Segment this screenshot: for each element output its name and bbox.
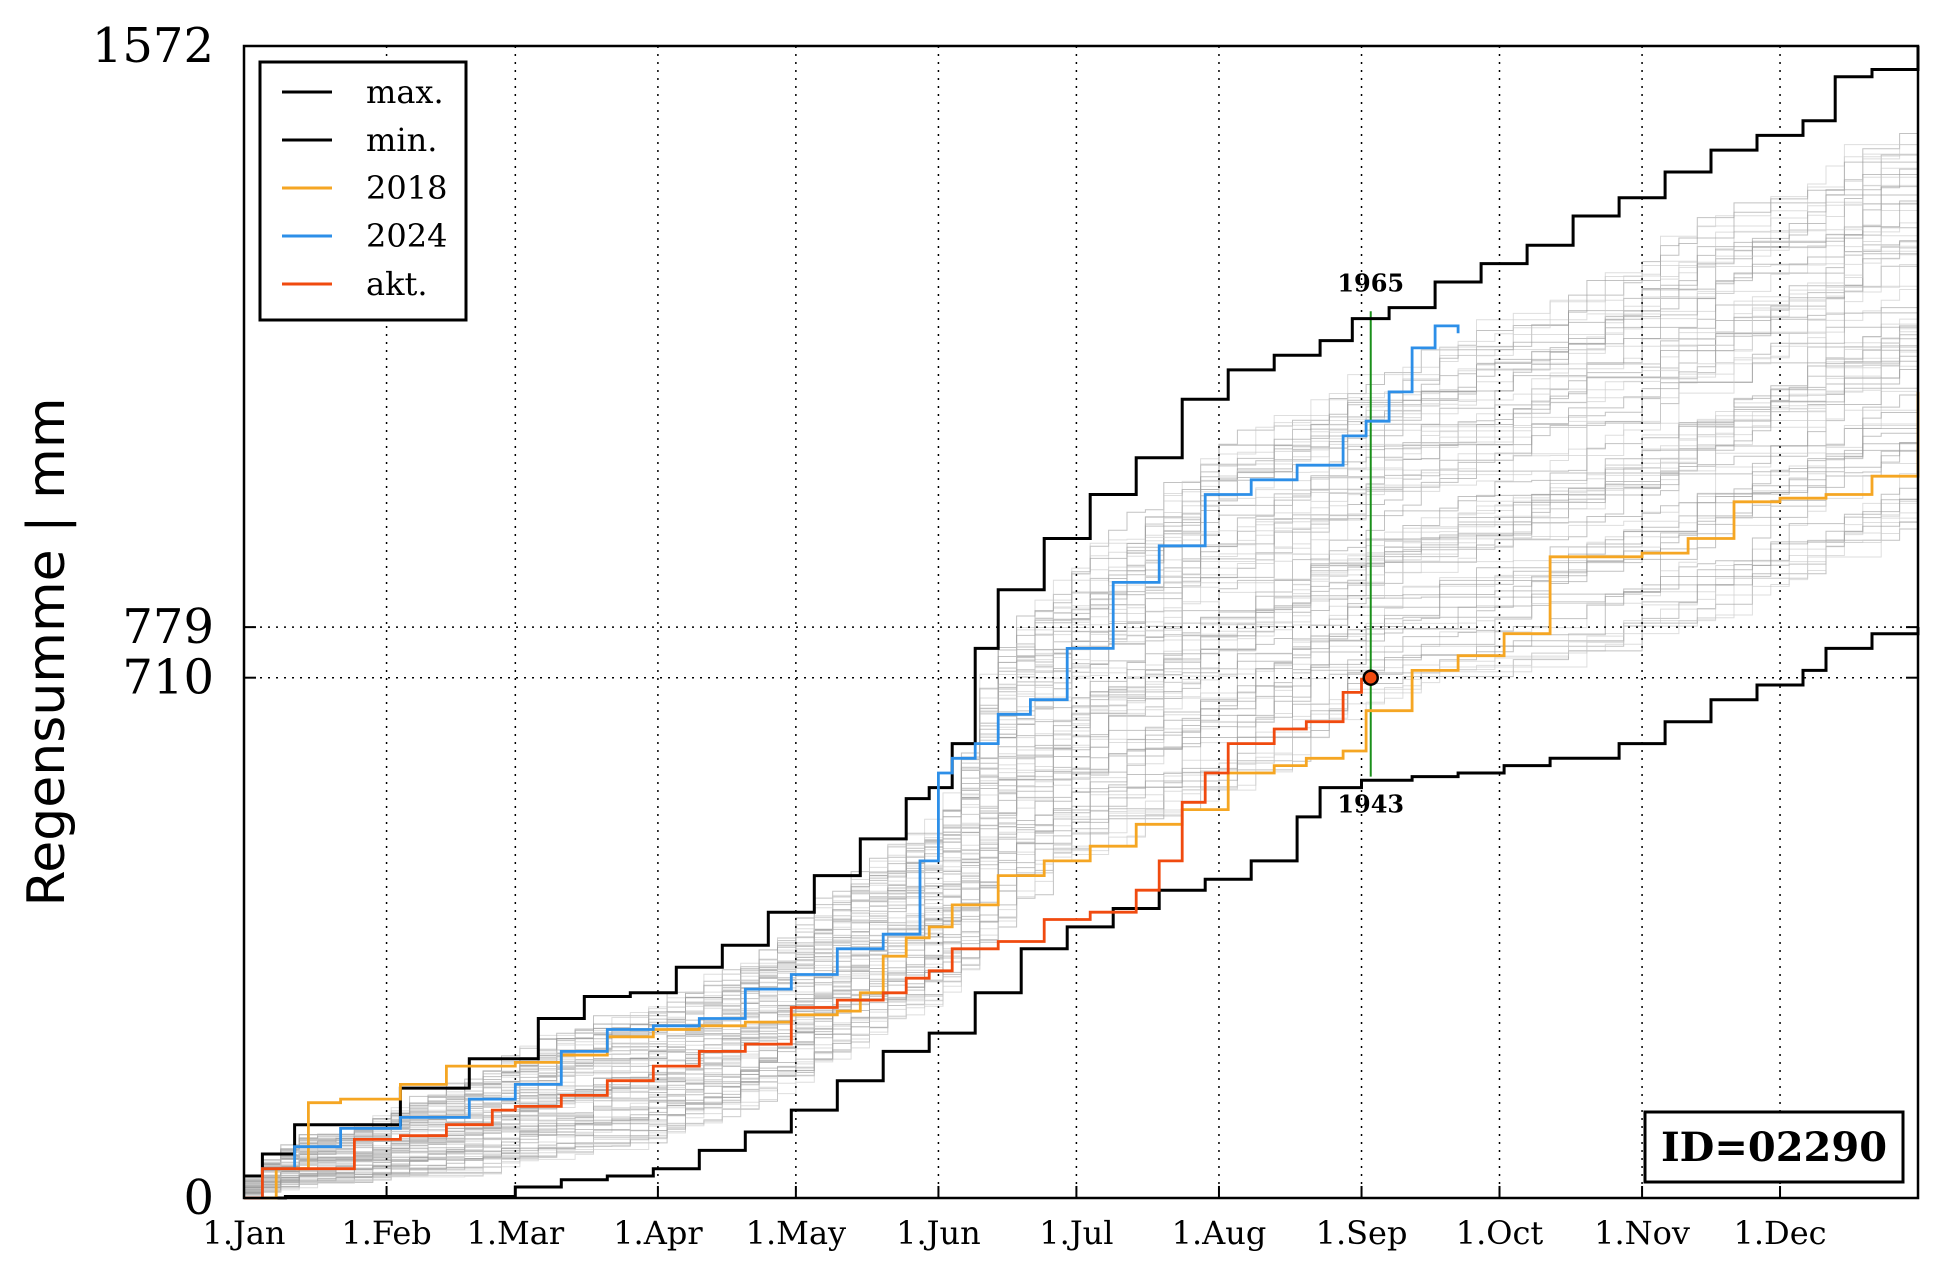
extreme-year-labels: 1965 1943 xyxy=(1337,268,1404,818)
historical-year-line xyxy=(244,351,1918,1189)
reference-lines xyxy=(244,626,1918,679)
historical-year-line xyxy=(244,390,1918,1191)
historical-year-line xyxy=(244,184,1918,1182)
y-axis-title: Regensumme | mm xyxy=(17,398,77,907)
y-tick-label: 1572 xyxy=(92,18,214,74)
historical-year-line xyxy=(244,273,1919,1188)
historical-year-line xyxy=(244,412,1918,1191)
historical-year-line xyxy=(244,167,1919,1182)
historical-year-line xyxy=(244,144,1918,1181)
x-tick-label: 1.Dec xyxy=(1734,1214,1827,1252)
x-tick-label: 1.May xyxy=(746,1214,846,1252)
station-id-label: ID=02290 xyxy=(1661,1124,1887,1171)
current-value-point xyxy=(1362,669,1379,686)
x-tick-label: 1.Sep xyxy=(1316,1214,1408,1252)
x-tick-label: 1.Apr xyxy=(613,1214,703,1252)
series-line-2024 xyxy=(244,324,1460,1200)
series-lines xyxy=(244,46,1920,1200)
series-line-akt xyxy=(244,677,1363,1200)
historical-year-line xyxy=(244,522,1918,1196)
historical-year-line xyxy=(244,166,1919,1184)
legend-label: min. xyxy=(366,121,437,159)
historical-year-line xyxy=(244,428,1918,1191)
station-id-box: ID=02290 xyxy=(1643,1110,1905,1184)
historical-year-line xyxy=(244,210,1919,1184)
historical-year-line xyxy=(244,253,1918,1184)
historical-year-line xyxy=(244,449,1918,1193)
x-tick-label: 1.Aug xyxy=(1172,1214,1267,1252)
legend-label: 2024 xyxy=(366,217,447,255)
historical-year-line xyxy=(244,145,1919,1180)
historical-year-line xyxy=(244,176,1918,1183)
historical-year-line xyxy=(244,463,1918,1192)
historical-year-line xyxy=(244,421,1919,1191)
plot-frame xyxy=(242,44,1920,1200)
historical-year-line xyxy=(244,333,1919,1190)
legend-label: 2018 xyxy=(366,169,447,207)
historical-year-line xyxy=(244,186,1918,1183)
station-id-frame xyxy=(1643,1110,1905,1184)
historical-year-line xyxy=(244,239,1919,1184)
historical-year-line xyxy=(244,169,1919,1182)
historical-year-line xyxy=(244,144,1918,1181)
x-tick-label: 1.Jan xyxy=(202,1214,285,1252)
historical-year-line xyxy=(244,210,1918,1182)
series-line-min xyxy=(244,627,1920,1200)
historical-year-line xyxy=(244,442,1918,1193)
series-line-max xyxy=(244,46,1920,1178)
legend-label: max. xyxy=(366,73,444,111)
max-year-label: 1965 xyxy=(1337,268,1404,297)
current-point xyxy=(1362,669,1379,686)
y-tick-label: 779 xyxy=(122,599,214,655)
grid-lines xyxy=(385,46,1781,1198)
historical-year-line xyxy=(244,167,1918,1182)
legend: max. min. 2018 2024 akt. xyxy=(258,60,468,322)
legend-label: akt. xyxy=(366,265,428,303)
historical-year-line xyxy=(244,360,1918,1189)
x-tick-label: 1.Mar xyxy=(466,1214,564,1252)
historical-years-lines xyxy=(244,118,1919,1197)
axis-ticks xyxy=(243,45,1918,1199)
min-year-label: 1943 xyxy=(1337,790,1404,819)
y-tick-label: 0 xyxy=(183,1170,214,1226)
historical-year-line xyxy=(244,254,1918,1185)
x-tick-label: 1.Jun xyxy=(896,1214,981,1252)
historical-year-line xyxy=(244,168,1918,1182)
x-tick-labels: 1.Jan 1.Feb 1.Mar 1.Apr 1.May 1.Jun 1.Jul 1.Aug… xyxy=(202,1214,1826,1252)
historical-year-line xyxy=(244,442,1918,1193)
x-tick-label: 1.Jul xyxy=(1039,1214,1113,1252)
historical-year-line xyxy=(244,338,1918,1189)
legend-frame xyxy=(258,60,468,322)
x-tick-label: 1.Oct xyxy=(1456,1214,1544,1252)
x-tick-label: 1.Nov xyxy=(1594,1214,1690,1252)
historical-year-line xyxy=(244,337,1919,1189)
x-tick-label: 1.Feb xyxy=(341,1214,431,1252)
y-tick-label: 710 xyxy=(122,650,214,706)
historical-year-line xyxy=(244,512,1918,1195)
historical-year-line xyxy=(244,199,1919,1182)
